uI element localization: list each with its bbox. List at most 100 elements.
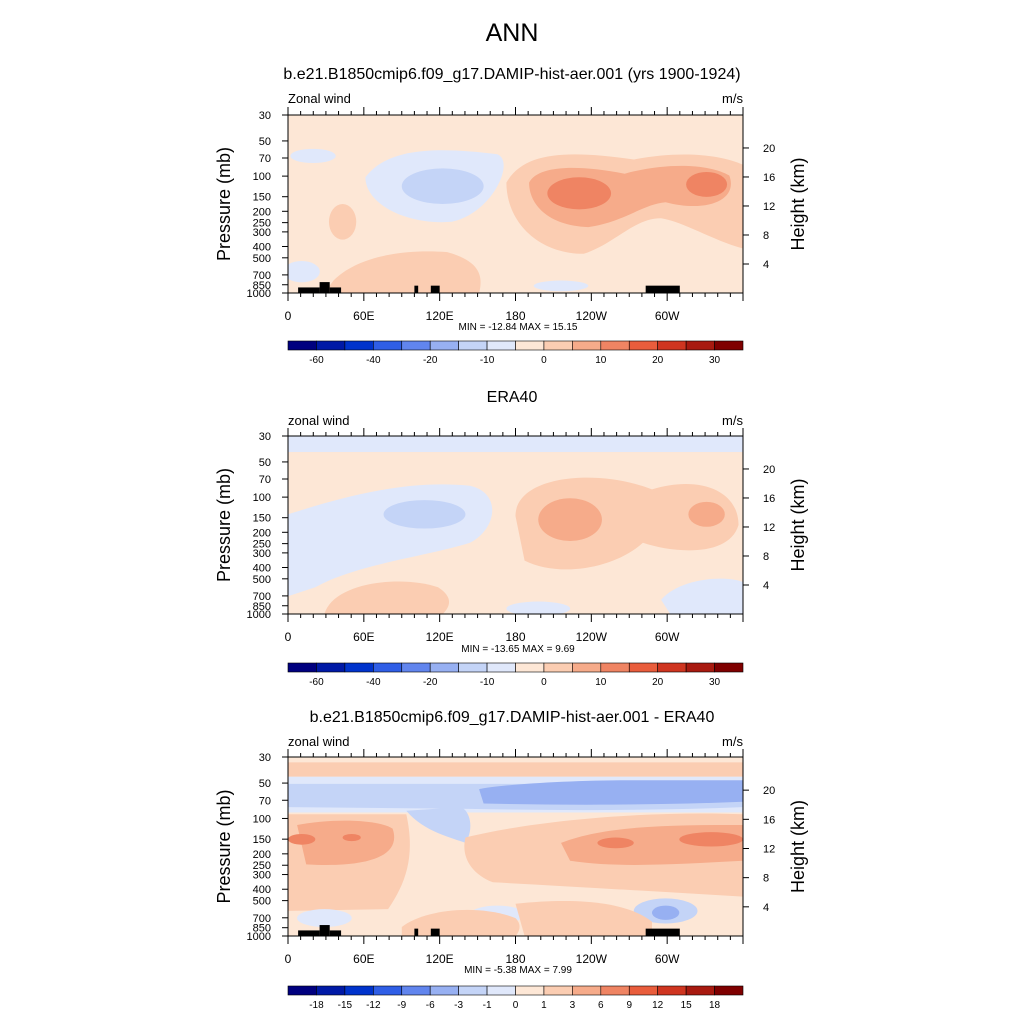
colorbar-label: -6 — [426, 1000, 435, 1011]
colorbar-box — [486, 340, 516, 351]
contour-region — [401, 168, 484, 204]
x-tick-label: 120E — [426, 952, 454, 966]
topography-mask — [319, 925, 330, 936]
topography-mask — [645, 285, 680, 293]
colorbar-box — [486, 985, 516, 996]
contour-region — [288, 436, 743, 453]
y-tick-label: 400 — [253, 884, 271, 896]
colorbar-box — [344, 662, 374, 673]
x-tick-label: 0 — [285, 952, 292, 966]
x-tick-label: 120W — [576, 630, 608, 644]
colorbar-box — [515, 340, 545, 351]
y-tick-label: 300 — [253, 870, 271, 882]
y-tick-label: 70 — [259, 795, 271, 807]
colorbar-box — [486, 662, 516, 673]
x-tick-label: 0 — [285, 309, 292, 323]
colorbar-label: 0 — [541, 355, 547, 366]
colorbar-label: 30 — [709, 677, 721, 688]
y-right-tick-label: 4 — [763, 580, 769, 592]
panel-title: b.e21.B1850cmip6.f09_g17.DAMIP-hist-aer.… — [283, 66, 740, 83]
y-tick-label: 70 — [259, 153, 271, 165]
y-right-tick-label: 8 — [763, 551, 769, 563]
units-label: m/s — [722, 413, 743, 428]
contour-region — [533, 280, 589, 292]
colorbar-box — [429, 985, 459, 996]
x-tick-label: 120W — [576, 952, 608, 966]
contour-region — [479, 780, 743, 805]
left-label: Zonal wind — [288, 91, 351, 106]
y-tick-label: 200 — [253, 849, 271, 861]
y-axis-right: 20 16 12 8 4 Height (km) — [743, 464, 808, 592]
y-right-tick-label: 12 — [763, 201, 775, 213]
topography-mask — [414, 285, 419, 293]
colorbar-box — [373, 662, 403, 673]
colorbar-box — [657, 662, 687, 673]
contour-region — [324, 251, 481, 293]
colorbar-box — [714, 662, 744, 673]
y-right-axis-label: Height (km) — [788, 800, 808, 893]
colorbar-label: -20 — [423, 677, 438, 688]
y-right-tick-label: 4 — [763, 259, 769, 271]
colorbar-box — [401, 662, 431, 673]
topography-mask — [414, 928, 419, 936]
y-tick-label: 700 — [253, 270, 271, 282]
colorbar-label: -12 — [366, 1000, 381, 1011]
y-tick-label: 250 — [253, 218, 271, 230]
x-tick-label: 120W — [576, 309, 608, 323]
colorbar-box — [287, 662, 317, 673]
min-max-stats: MIN = -13.65 MAX = 9.69 — [461, 644, 575, 655]
colorbar-label: 9 — [626, 1000, 632, 1011]
min-max-stats: MIN = -5.38 MAX = 7.99 — [464, 965, 572, 976]
colorbar-box — [543, 662, 573, 673]
topography-mask — [298, 930, 320, 936]
topography-mask — [645, 928, 680, 936]
y-right-tick-label: 12 — [763, 843, 775, 855]
contour-region — [538, 498, 602, 542]
y-axis-right: 20 16 12 8 4 Height (km) — [743, 143, 808, 271]
y-tick-label: 250 — [253, 860, 271, 872]
x-tick-label: 60E — [353, 952, 374, 966]
contour-region — [688, 501, 725, 527]
colorbar-box — [685, 662, 715, 673]
units-label: m/s — [722, 734, 743, 749]
colorbar-label: -40 — [366, 355, 381, 366]
y-tick-label: 1000 — [247, 609, 271, 621]
y-tick-label: 200 — [253, 206, 271, 218]
colorbar-label: 10 — [595, 677, 607, 688]
colorbar-label: 18 — [709, 1000, 721, 1011]
topography-mask — [430, 928, 440, 936]
x-tick-label: 0 — [285, 630, 292, 644]
topography-mask — [329, 930, 342, 936]
y-tick-label: 400 — [253, 562, 271, 574]
y-right-axis-label: Height (km) — [788, 478, 808, 571]
colorbar-box — [344, 340, 374, 351]
colorbar-box — [572, 340, 602, 351]
contour-region — [679, 832, 743, 847]
y-axis-right: 20 16 12 8 4 Height (km) — [743, 785, 808, 914]
colorbar-box — [316, 985, 346, 996]
y-tick-label: 100 — [253, 492, 271, 504]
x-tick-label: 120E — [426, 309, 454, 323]
contour-region — [324, 581, 450, 614]
colorbar-box — [543, 985, 573, 996]
y-tick-label: 850 — [253, 280, 271, 292]
y-tick-label: 500 — [253, 574, 271, 586]
contour-region — [297, 820, 395, 866]
y-tick-label: 50 — [259, 457, 271, 469]
y-tick-label: 700 — [253, 913, 271, 925]
colorbar-box — [458, 662, 488, 673]
y-right-tick-label: 8 — [763, 230, 769, 242]
colorbar-box — [401, 985, 431, 996]
page-title: ANN — [485, 19, 539, 47]
y-right-tick-label: 4 — [763, 902, 769, 914]
colorbar-label: 20 — [652, 355, 664, 366]
y-tick-label: 50 — [259, 778, 271, 790]
colorbar-box — [685, 985, 715, 996]
colorbar-box — [657, 985, 687, 996]
colorbar: -60 -40 -20 -10 0 10 20 30 — [287, 662, 744, 688]
colorbar-label: -1 — [483, 1000, 492, 1011]
colorbar-box — [714, 340, 744, 351]
contour-region — [686, 171, 728, 197]
